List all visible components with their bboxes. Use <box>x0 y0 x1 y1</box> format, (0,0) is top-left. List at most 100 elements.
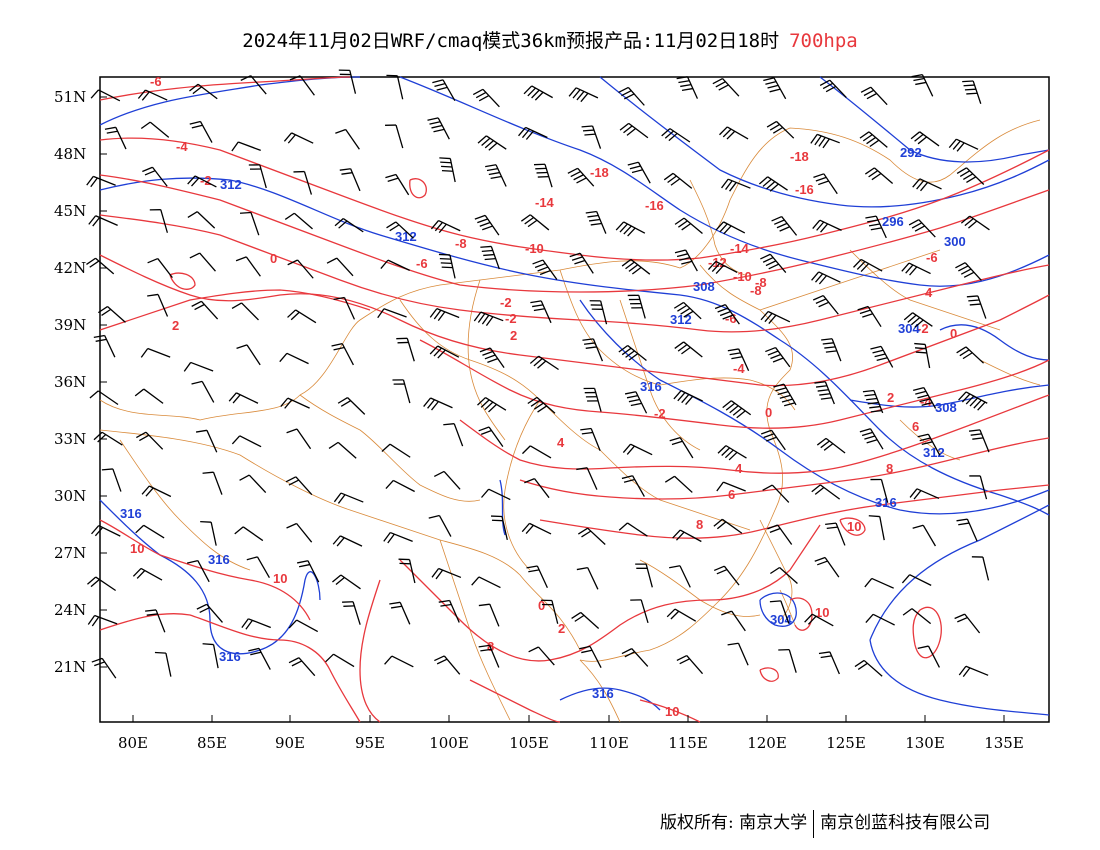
wind-barb <box>773 383 797 407</box>
height-label: 316 <box>875 495 897 510</box>
wind-barb <box>913 386 937 409</box>
temp-label: 10 <box>130 541 144 556</box>
wind-barb <box>478 644 500 668</box>
wind-barb <box>766 120 795 139</box>
wind-barb <box>241 618 271 630</box>
wind-barb <box>812 294 839 315</box>
wind-barb <box>582 338 604 362</box>
wind-barb <box>771 215 798 236</box>
wind-barb <box>621 258 651 275</box>
wind-barb <box>917 645 940 668</box>
height-label: 296 <box>882 214 904 229</box>
wind-barb <box>778 649 797 673</box>
wind-barb <box>765 346 791 368</box>
wind-barb <box>480 245 500 270</box>
map-title: 2024年11月02日WRF/cmaq模式36km预报产品:11月02日18时 7… <box>0 26 1100 53</box>
wind-barb <box>580 427 601 452</box>
wind-barb <box>673 390 703 406</box>
wind-barb <box>615 221 646 237</box>
wind-barb <box>385 479 415 493</box>
lat-label: 51N <box>54 88 86 106</box>
wind-barb <box>530 300 552 324</box>
wind-barb <box>763 77 787 100</box>
wind-barb <box>569 252 594 274</box>
wind-barb <box>630 599 649 624</box>
temp-label: 0 <box>950 326 957 341</box>
height-label: 300 <box>944 234 966 249</box>
wind-barb <box>87 614 118 627</box>
wind-barb <box>293 170 313 195</box>
longitude-axis: 80E 85E 90E 95E 100E 105E 110E 115E 120E… <box>118 715 1024 752</box>
wind-barb <box>334 217 364 233</box>
lon-label: 110E <box>589 734 629 752</box>
lat-label: 27N <box>54 544 86 562</box>
wind-barb <box>676 76 699 99</box>
wind-barb <box>674 341 703 358</box>
wind-barb <box>86 175 116 188</box>
wind-barb <box>429 345 460 359</box>
lon-label: 115E <box>668 734 708 752</box>
wind-barb <box>722 400 752 419</box>
wind-barb <box>811 271 841 285</box>
wind-barb <box>284 212 313 230</box>
wind-barb <box>622 443 653 456</box>
wind-barb <box>132 567 163 581</box>
wind-barb <box>760 310 791 325</box>
wind-barb <box>384 655 414 668</box>
wind-barb <box>585 210 607 234</box>
temp-label: -6 <box>926 250 938 265</box>
temp-label: 10 <box>273 571 287 586</box>
wind-barb <box>579 645 602 668</box>
height-label: 316 <box>120 506 142 521</box>
wind-barb <box>235 256 261 277</box>
wind-barb <box>328 441 357 459</box>
copyright-footer: 版权所有: 南京大学 南京创蓝科技有限公司 <box>660 808 990 838</box>
wind-barb <box>434 655 461 675</box>
wind-barb <box>664 475 693 493</box>
wind-barb <box>571 611 600 630</box>
wind-barb <box>283 132 314 144</box>
wind-barb <box>342 601 361 625</box>
wind-barb <box>818 651 840 675</box>
lon-label: 125E <box>826 734 866 752</box>
temp-label: -8 <box>755 275 767 290</box>
temp-label: 10 <box>847 519 861 534</box>
lat-label: 33N <box>54 430 86 448</box>
wind-barb <box>912 524 936 547</box>
wind-barb <box>93 431 123 446</box>
wind-barb <box>859 428 884 450</box>
temp-label: 2 <box>172 318 179 333</box>
temp-label: 0 <box>270 251 277 266</box>
wind-barb <box>439 157 456 183</box>
wind-barb <box>902 608 932 625</box>
lon-label: 100E <box>429 734 469 752</box>
height-label: 316 <box>208 552 230 567</box>
wind-barb <box>297 560 320 583</box>
lon-label: 120E <box>747 734 787 752</box>
wind-barb <box>540 599 559 624</box>
temp-label: 8 <box>886 461 893 476</box>
wind-barb <box>239 211 260 236</box>
lon-label: 105E <box>509 734 549 752</box>
wind-barbs <box>86 69 990 679</box>
wind-barb <box>339 168 361 192</box>
wind-barb <box>88 215 118 227</box>
footer-divider <box>813 809 815 838</box>
wind-barb <box>811 484 841 500</box>
wind-barb <box>825 522 846 546</box>
temperature-contours <box>99 76 1050 723</box>
wind-barb <box>672 529 702 543</box>
wind-barb <box>137 89 168 101</box>
temp-label: -2 <box>505 311 517 326</box>
lat-label: 42N <box>54 259 86 277</box>
lon-label: 90E <box>275 734 305 752</box>
wind-barb <box>819 79 847 98</box>
lat-label: 39N <box>54 316 86 334</box>
temp-label: -6 <box>725 311 737 326</box>
wind-barb <box>140 347 171 358</box>
wind-barb <box>520 214 550 231</box>
height-label: 316 <box>592 686 614 701</box>
wind-barb <box>141 485 172 498</box>
wind-barb <box>136 431 164 450</box>
wind-barb <box>674 217 703 235</box>
